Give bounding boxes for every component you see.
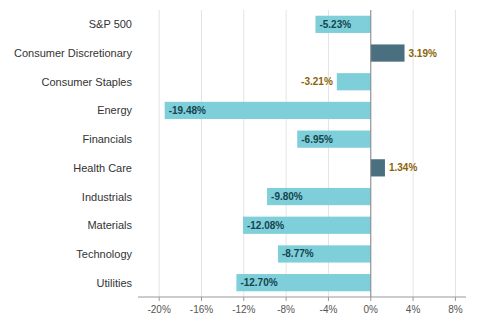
- tick-label: -8%: [277, 304, 295, 315]
- tick-label: -16%: [190, 304, 213, 315]
- bar: [337, 73, 371, 90]
- tick-mark: [413, 297, 414, 301]
- category-label: Technology: [76, 248, 132, 260]
- tick-mark: [243, 297, 244, 301]
- tick-label: -20%: [147, 304, 170, 315]
- bar: [243, 217, 371, 234]
- bar: [278, 245, 371, 262]
- tick-mark: [370, 297, 371, 301]
- tick-mark: [159, 297, 160, 301]
- tick-label: -12%: [232, 304, 255, 315]
- category-label: Materials: [87, 219, 132, 231]
- grid-line: [370, 10, 371, 297]
- tick-label: 8%: [448, 304, 463, 315]
- category-label: Consumer Discretionary: [14, 47, 132, 59]
- data-label: -3.21%: [301, 76, 333, 87]
- bar: [165, 102, 371, 119]
- zero-line: [370, 10, 371, 297]
- data-label: -8.77%: [282, 248, 314, 259]
- tick-label: -4%: [320, 304, 338, 315]
- chart: -20% -16% -12% -8% -4% 0% 4% 8% S&P 500 Consumer …: [0, 0, 480, 327]
- bar: [371, 159, 385, 176]
- data-label: -12.70%: [240, 277, 277, 288]
- bar: [371, 44, 405, 61]
- bars: [165, 16, 405, 292]
- bar: [267, 188, 371, 205]
- grid: [159, 10, 455, 297]
- axis-line: [138, 297, 466, 298]
- bar: [236, 274, 370, 291]
- bar: [315, 16, 370, 33]
- data-label: -9.80%: [271, 191, 303, 202]
- category-label: Industrials: [82, 191, 133, 203]
- tick-mark: [455, 297, 456, 301]
- grid-line: [201, 10, 202, 297]
- tick-mark: [286, 297, 287, 301]
- grid-line: [243, 10, 244, 297]
- data-label: 3.19%: [409, 48, 437, 59]
- data-label: -19.48%: [169, 105, 206, 116]
- category-label: S&P 500: [89, 18, 132, 30]
- data-label: -12.08%: [247, 220, 284, 231]
- tick-label: 0%: [364, 304, 379, 315]
- category-label: Consumer Staples: [42, 76, 133, 88]
- data-label: -6.95%: [301, 134, 333, 145]
- data-label: 1.34%: [389, 162, 417, 173]
- tick-mark: [328, 297, 329, 301]
- data-labels: -5.23% 3.19% -3.21% -19.48% -6.95% 1.34% -9.80…: [169, 19, 437, 288]
- tick-mark: [201, 297, 202, 301]
- data-label: -5.23%: [319, 19, 351, 30]
- category-label: Utilities: [97, 277, 133, 289]
- category-label: Energy: [97, 104, 132, 116]
- x-axis: -20% -16% -12% -8% -4% 0% 4% 8%: [138, 297, 466, 315]
- grid-line: [455, 10, 456, 297]
- category-label: Health Care: [73, 162, 132, 174]
- grid-line: [159, 10, 160, 297]
- tick-label: 4%: [406, 304, 421, 315]
- category-label: Financials: [82, 133, 132, 145]
- y-axis: S&P 500 Consumer Discretionary Consumer St…: [14, 18, 132, 288]
- bar: [297, 131, 371, 148]
